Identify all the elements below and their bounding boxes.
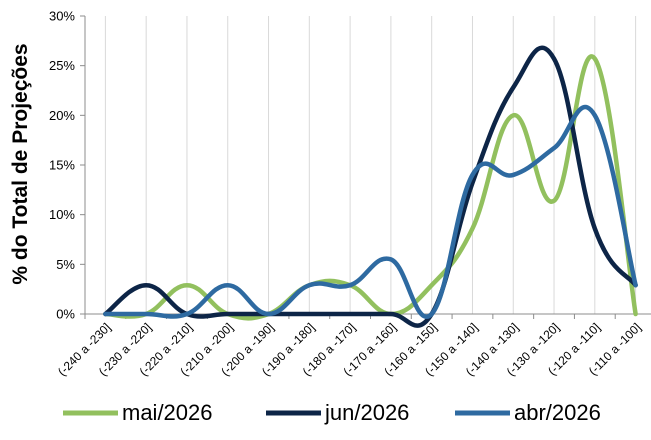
y-tick-label-2: 10% <box>49 207 75 222</box>
y-tick-label-5: 25% <box>49 58 75 73</box>
gridlines <box>104 16 637 314</box>
series-line-2 <box>103 104 638 319</box>
x-tick-labels: (-240 a -230](-230 a -220](-220 a -210](… <box>55 320 644 378</box>
legend-label-2: abr/2026 <box>514 400 601 425</box>
legend: mai/2026 jun/2026 abr/2026 <box>63 400 601 425</box>
series-line-1 <box>103 45 638 328</box>
y-tick-labels: 0% 5% 10% 15% 20% 25% 30% <box>49 9 75 322</box>
y-tick-label-6: 30% <box>49 9 75 24</box>
y-tick-label-3: 15% <box>49 158 75 173</box>
y-tick-label-0: 0% <box>56 307 75 322</box>
y-tick-label-4: 20% <box>49 108 75 123</box>
series-line-0 <box>103 54 638 321</box>
y-axis-title: % do Total de Projeções <box>9 43 32 284</box>
series-lines <box>103 45 638 328</box>
y-tick-label-1: 5% <box>56 257 75 272</box>
legend-label-0: mai/2026 <box>122 400 213 425</box>
legend-label-1: jun/2026 <box>324 400 409 425</box>
